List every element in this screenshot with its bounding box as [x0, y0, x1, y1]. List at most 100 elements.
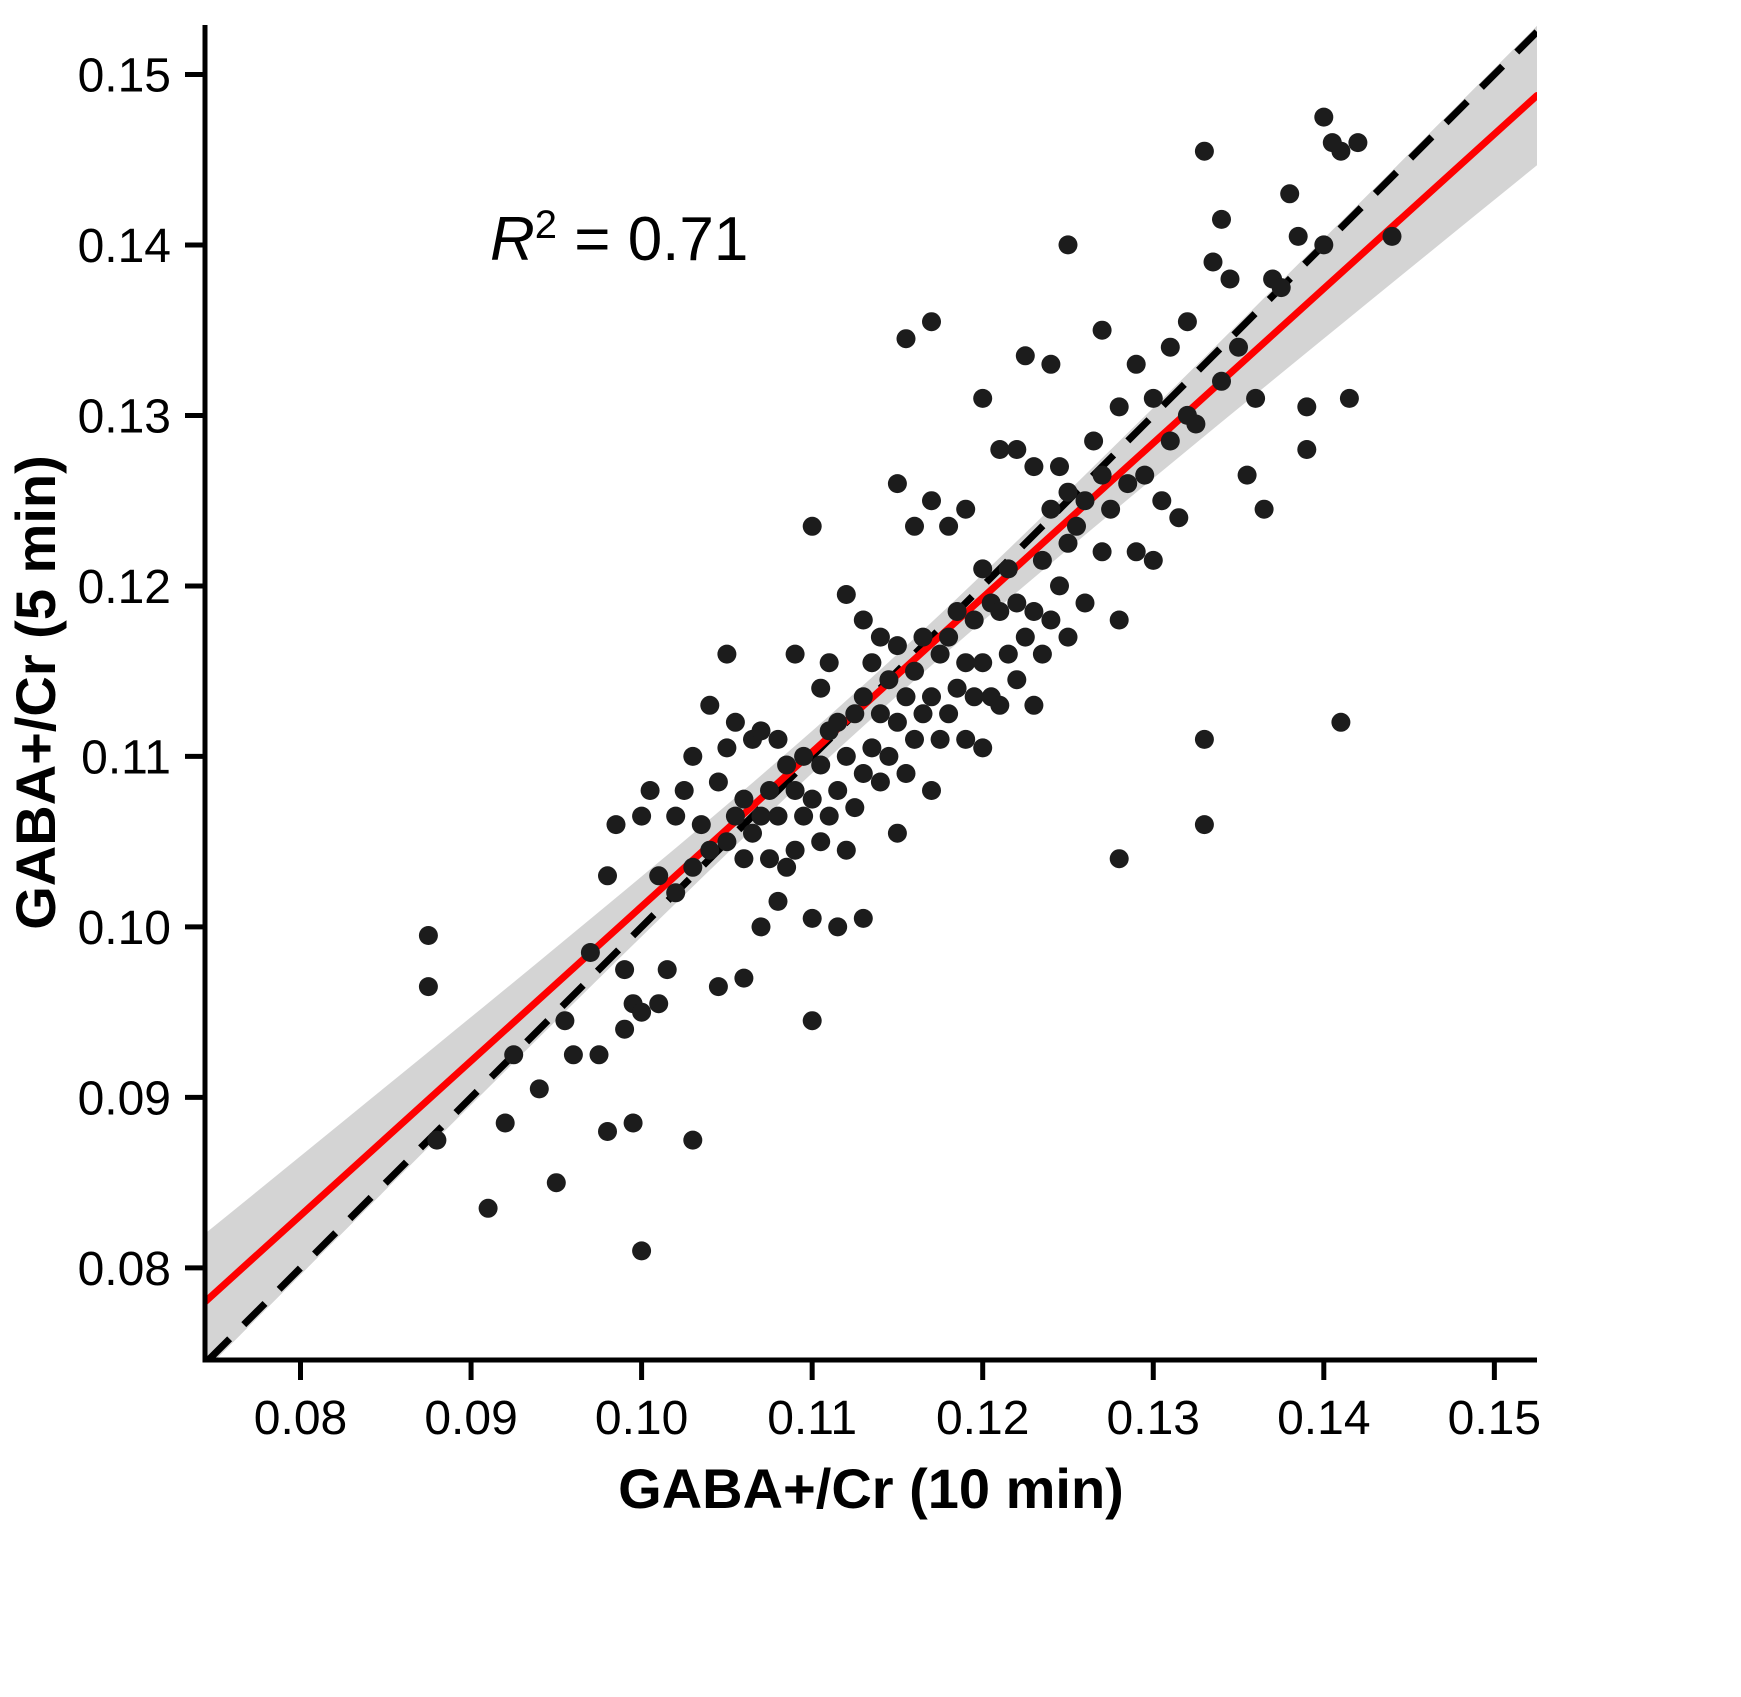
data-point: [751, 806, 771, 826]
x-tick-label: 0.09: [424, 1392, 517, 1445]
data-point: [1194, 815, 1214, 835]
data-point: [632, 806, 652, 826]
data-point: [725, 806, 745, 826]
data-point: [683, 746, 703, 766]
data-point: [794, 746, 814, 766]
data-point: [691, 815, 711, 835]
data-point: [828, 917, 848, 937]
data-point: [598, 1122, 617, 1141]
data-point: [802, 908, 822, 928]
data-point: [640, 781, 660, 800]
data-point: [785, 840, 805, 860]
data-point: [836, 840, 856, 860]
data-point: [666, 883, 686, 903]
x-tick-label: 0.12: [936, 1392, 1029, 1445]
data-point: [589, 1045, 609, 1065]
data-point: [905, 661, 924, 681]
data-point: [947, 602, 967, 621]
x-tick-label: 0.13: [1107, 1392, 1200, 1445]
data-point: [819, 653, 839, 673]
data-point: [683, 857, 703, 877]
data-point: [700, 840, 720, 860]
data-point: [1160, 431, 1180, 451]
data-point: [845, 798, 865, 818]
data-point: [1186, 414, 1206, 434]
r-squared-annotation: R2 = 0.71: [490, 203, 748, 274]
data-point: [939, 704, 959, 724]
data-point: [1092, 465, 1112, 485]
data-point: [1194, 729, 1214, 749]
data-point: [1331, 141, 1351, 161]
data-point: [777, 857, 797, 877]
data-point: [1126, 542, 1146, 562]
data-point: [580, 943, 600, 962]
data-point: [1041, 610, 1061, 630]
data-point: [666, 806, 686, 826]
data-point: [1297, 397, 1317, 417]
data-point: [1058, 235, 1078, 255]
data-point: [930, 644, 950, 664]
data-point: [964, 610, 984, 630]
data-point: [1314, 107, 1334, 127]
data-point: [717, 832, 737, 852]
data-point: [853, 764, 873, 783]
data-point: [973, 738, 993, 758]
data-point: [896, 687, 916, 707]
y-tick-label: 0.11: [81, 731, 171, 784]
data-point: [1092, 542, 1112, 562]
data-point: [1101, 499, 1121, 519]
data-point: [1007, 593, 1027, 613]
data-point: [802, 516, 822, 536]
data-point: [1050, 457, 1069, 477]
data-point: [973, 388, 993, 408]
data-point: [1024, 602, 1044, 621]
x-tick-label: 0.14: [1277, 1392, 1370, 1445]
x-tick-label: 0.08: [254, 1392, 347, 1445]
data-point: [1177, 312, 1197, 332]
data-point: [555, 1011, 575, 1031]
data-point: [598, 866, 617, 886]
data-point: [1382, 226, 1402, 246]
data-point: [905, 729, 924, 749]
data-point: [870, 704, 890, 724]
data-point: [1007, 670, 1027, 690]
data-point: [1109, 610, 1129, 630]
data-point: [606, 815, 626, 835]
data-point: [828, 781, 848, 800]
data-point: [623, 1113, 643, 1133]
data-point: [1194, 141, 1214, 161]
data-point: [717, 644, 737, 664]
data-point: [879, 746, 899, 766]
data-point: [1032, 644, 1052, 664]
data-point: [845, 704, 865, 724]
data-point: [828, 712, 848, 732]
data-point: [990, 695, 1010, 715]
data-point: [1032, 550, 1052, 570]
data-point: [615, 1019, 635, 1039]
data-point: [734, 849, 754, 869]
data-point: [478, 1198, 498, 1218]
x-tick-label: 0.11: [767, 1392, 857, 1445]
data-point: [1109, 849, 1129, 869]
data-point: [1024, 457, 1044, 477]
data-point: [1280, 184, 1300, 204]
data-point: [922, 781, 941, 800]
data-point: [734, 789, 754, 809]
data-point: [819, 806, 839, 826]
data-point: [1339, 388, 1359, 408]
data-point: [1220, 269, 1240, 289]
data-point: [836, 746, 856, 766]
data-point: [649, 866, 669, 886]
data-point: [1314, 235, 1334, 255]
data-point: [956, 729, 976, 749]
data-point: [1212, 371, 1231, 391]
data-point: [1254, 499, 1274, 519]
data-point: [1058, 627, 1078, 647]
data-point: [760, 849, 779, 869]
data-point: [700, 695, 720, 715]
data-point: [495, 1113, 515, 1133]
data-point: [1160, 337, 1180, 357]
data-point: [896, 329, 916, 349]
data-point: [563, 1045, 583, 1065]
